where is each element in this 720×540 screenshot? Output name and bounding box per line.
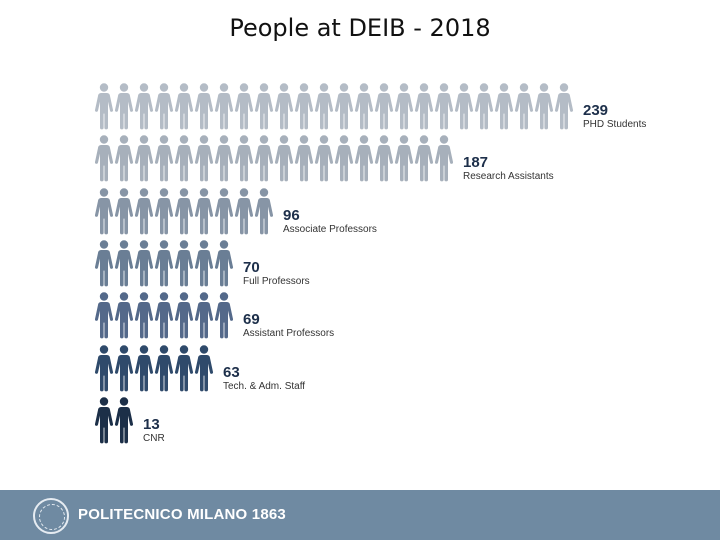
person-icon: [314, 83, 334, 130]
person-icon: [274, 83, 294, 130]
category-label: Full Professors: [243, 276, 310, 287]
person-icon: [154, 83, 174, 130]
person-icon: [94, 345, 114, 392]
person-icon: [174, 135, 194, 182]
person-icon: [114, 292, 134, 339]
person-icon: [174, 83, 194, 130]
person-icon: [254, 188, 274, 235]
person-icon: [414, 83, 434, 130]
category-label: Research Assistants: [463, 171, 554, 182]
value-label: 13: [143, 416, 160, 433]
person-icon: [94, 397, 114, 444]
person-icon: [334, 135, 354, 182]
value-label: 63: [223, 364, 240, 381]
value-label: 70: [243, 259, 260, 276]
person-icon: [114, 135, 134, 182]
person-icon: [454, 83, 474, 130]
person-icon: [194, 135, 214, 182]
person-icon: [114, 188, 134, 235]
brand-name: POLITECNICO MILANO 1863: [78, 506, 286, 523]
person-icon: [134, 83, 154, 130]
value-label: 96: [283, 207, 300, 224]
person-icon: [154, 292, 174, 339]
person-icon: [254, 83, 274, 130]
person-icon: [254, 135, 274, 182]
person-icon: [534, 83, 554, 130]
person-icon: [114, 240, 134, 287]
person-icon: [234, 135, 254, 182]
person-icon: [94, 135, 114, 182]
person-icon: [294, 135, 314, 182]
person-icon: [194, 345, 214, 392]
person-icon: [434, 135, 454, 182]
person-icon: [214, 240, 234, 287]
person-icon: [134, 135, 154, 182]
person-icon: [194, 188, 214, 235]
person-icon: [94, 292, 114, 339]
person-icon: [394, 135, 414, 182]
person-icon: [94, 83, 114, 130]
person-icon: [214, 292, 234, 339]
person-icon: [214, 188, 234, 235]
person-icon: [174, 292, 194, 339]
person-icon: [194, 83, 214, 130]
person-icon: [354, 135, 374, 182]
university-seal-icon: [33, 498, 69, 534]
person-icon: [194, 292, 214, 339]
person-icon: [214, 135, 234, 182]
person-icon: [94, 240, 114, 287]
person-icon: [134, 292, 154, 339]
person-icon: [194, 240, 214, 287]
slide-title: People at DEIB - 2018: [229, 14, 491, 42]
person-icon: [174, 345, 194, 392]
person-icon: [374, 135, 394, 182]
person-icon: [494, 83, 514, 130]
person-icon: [94, 188, 114, 235]
person-icon: [374, 83, 394, 130]
person-icon: [154, 135, 174, 182]
person-icon: [314, 135, 334, 182]
category-label: CNR: [143, 433, 165, 444]
person-icon: [214, 83, 234, 130]
person-icon: [134, 345, 154, 392]
category-label: PHD Students: [583, 119, 646, 130]
person-icon: [114, 345, 134, 392]
category-label: Associate Professors: [283, 224, 377, 235]
person-icon: [154, 345, 174, 392]
category-label: Tech. & Adm. Staff: [223, 381, 305, 392]
person-icon: [414, 135, 434, 182]
person-icon: [294, 83, 314, 130]
value-label: 187: [463, 154, 488, 171]
person-icon: [114, 83, 134, 130]
person-icon: [474, 83, 494, 130]
footer-bar: POLITECNICO MILANO 1863: [0, 490, 720, 540]
value-label: 239: [583, 102, 608, 119]
person-icon: [334, 83, 354, 130]
person-icon: [554, 83, 574, 130]
person-icon: [174, 188, 194, 235]
person-icon: [154, 188, 174, 235]
person-icon: [394, 83, 414, 130]
person-icon: [274, 135, 294, 182]
person-icon: [234, 83, 254, 130]
person-icon: [134, 240, 154, 287]
person-icon: [114, 397, 134, 444]
person-icon: [514, 83, 534, 130]
person-icon: [234, 188, 254, 235]
value-label: 69: [243, 311, 260, 328]
person-icon: [134, 188, 154, 235]
person-icon: [434, 83, 454, 130]
person-icon: [174, 240, 194, 287]
person-icon: [154, 240, 174, 287]
person-icon: [354, 83, 374, 130]
category-label: Assistant Professors: [243, 328, 334, 339]
